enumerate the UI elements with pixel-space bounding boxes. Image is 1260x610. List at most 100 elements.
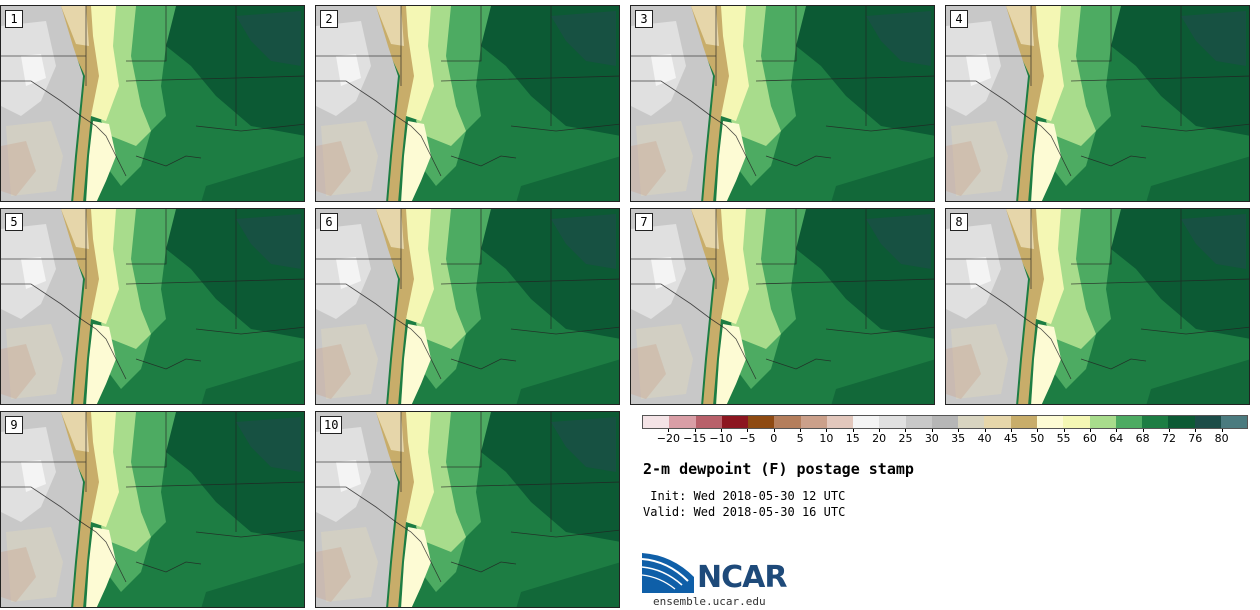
- colorbar-tick-label: 40: [977, 432, 992, 445]
- member-label-2: 2: [320, 10, 338, 28]
- colorbar-tick-label: 72: [1161, 432, 1176, 445]
- colorbar-tick: [958, 429, 960, 432]
- colorbar-tick-label: 25: [898, 432, 913, 445]
- colorbar-swatch: [958, 416, 985, 428]
- colorbar-tick: [1221, 429, 1223, 432]
- colorbar-tick: [879, 429, 881, 432]
- colorbar-tick: [800, 429, 802, 432]
- colorbar-tick: [694, 429, 696, 432]
- colorbar-swatch: [669, 416, 696, 428]
- map-panel-4: 4: [945, 5, 1250, 202]
- colorbar-swatch: [1089, 416, 1116, 428]
- colorbar-swatch: [1194, 416, 1221, 428]
- ncar-logo: [642, 553, 694, 593]
- colorbar-tick: [668, 429, 670, 432]
- colorbar-tick: [931, 429, 933, 432]
- dewpoint-map-2: [316, 6, 619, 201]
- colorbar-tick-label: 20: [872, 432, 887, 445]
- colorbar-tick-label: 10: [819, 432, 834, 445]
- colorbar-tick: [1168, 429, 1170, 432]
- colorbar-tick: [852, 429, 854, 432]
- colorbar-tick: [1063, 429, 1065, 432]
- map-panel-2: 2: [315, 5, 620, 202]
- colorbar-swatch: [800, 416, 827, 428]
- dewpoint-map-1: [1, 6, 304, 201]
- colorbar-tick: [1116, 429, 1118, 432]
- colorbar-tick-label: 15: [845, 432, 860, 445]
- colorbar-swatch: [984, 416, 1011, 428]
- colorbar-swatch: [1010, 416, 1037, 428]
- colorbar-swatch: [1063, 416, 1090, 428]
- colorbar-swatch: [853, 416, 880, 428]
- map-panel-6: 6: [315, 208, 620, 405]
- colorbar-swatch: [1220, 416, 1248, 428]
- colorbar-swatch: [774, 416, 801, 428]
- map-panel-1: 1: [0, 5, 305, 202]
- product-title: 2-m dewpoint (F) postage stamp: [643, 460, 914, 478]
- dewpoint-map-6: [316, 209, 619, 404]
- member-label-5: 5: [5, 213, 23, 231]
- site-url: ensemble.ucar.edu: [653, 595, 766, 608]
- ncar-logo-text: NCAR: [697, 560, 787, 595]
- dewpoint-map-9: [1, 412, 304, 607]
- colorbar-tick-label: 45: [1003, 432, 1018, 445]
- map-panel-3: 3: [630, 5, 935, 202]
- member-label-8: 8: [950, 213, 968, 231]
- colorbar-tick-label: −10: [709, 432, 733, 445]
- colorbar-tick-label: 76: [1188, 432, 1203, 445]
- colorbar-tick-label: −20: [656, 432, 680, 445]
- colorbar-tick-label: 68: [1135, 432, 1150, 445]
- colorbar-tick-label: 5: [796, 432, 804, 445]
- colorbar-swatch: [643, 416, 670, 428]
- colorbar-tick: [1037, 429, 1039, 432]
- map-panel-7: 7: [630, 208, 935, 405]
- colorbar-tick-label: 0: [770, 432, 778, 445]
- colorbar-swatch: [905, 416, 932, 428]
- colorbar-tick: [1089, 429, 1091, 432]
- colorbar-tick: [905, 429, 907, 432]
- colorbar-tick: [984, 429, 986, 432]
- colorbar-tick: [773, 429, 775, 432]
- colorbar-tick-label: 35: [951, 432, 966, 445]
- member-label-4: 4: [950, 10, 968, 28]
- map-panel-10: 10: [315, 411, 620, 608]
- colorbar-swatch: [826, 416, 854, 428]
- dewpoint-map-10: [316, 412, 619, 607]
- colorbar-swatch: [1142, 416, 1169, 428]
- member-label-6: 6: [320, 213, 338, 231]
- dewpoint-map-5: [1, 209, 304, 404]
- colorbar-labels: −20 −15 −10 −5 0 5 10 15 20 25 30 35 40 45 50 55 60 64 68 7…: [642, 432, 1248, 446]
- colorbar-tick-label: 64: [1109, 432, 1124, 445]
- colorbar-tick: [1142, 429, 1144, 432]
- colorbar-tick-label: 60: [1082, 432, 1097, 445]
- colorbar-swatch: [879, 416, 906, 428]
- dewpoint-map-7: [631, 209, 934, 404]
- colorbar-tick-label: 55: [1056, 432, 1071, 445]
- colorbar-tick: [1010, 429, 1012, 432]
- map-panel-5: 5: [0, 208, 305, 405]
- map-panel-8: 8: [945, 208, 1250, 405]
- colorbar-tick: [1195, 429, 1197, 432]
- colorbar-swatch: [931, 416, 959, 428]
- colorbar-tick-label: 50: [1030, 432, 1045, 445]
- map-panel-9: 9: [0, 411, 305, 608]
- colorbar-swatch: [748, 416, 775, 428]
- member-label-1: 1: [5, 10, 23, 28]
- dewpoint-map-3: [631, 6, 934, 201]
- colorbar-swatch: [1036, 416, 1064, 428]
- colorbar-ticks: [642, 429, 1248, 432]
- colorbar-tick-label: 80: [1214, 432, 1229, 445]
- colorbar-tick-label: 30: [924, 432, 939, 445]
- dewpoint-map-8: [946, 209, 1249, 404]
- member-label-10: 10: [320, 416, 343, 434]
- colorbar-swatch: [721, 416, 749, 428]
- dewpoint-map-4: [946, 6, 1249, 201]
- colorbar-tick: [721, 429, 723, 432]
- colorbar-swatch: [695, 416, 722, 428]
- colorbar: [642, 415, 1248, 429]
- init-time: Init: Wed 2018-05-30 12 UTC: [643, 489, 846, 503]
- member-label-9: 9: [5, 416, 23, 434]
- member-label-3: 3: [635, 10, 653, 28]
- colorbar-swatch: [1168, 416, 1195, 428]
- valid-time: Valid: Wed 2018-05-30 16 UTC: [643, 505, 846, 519]
